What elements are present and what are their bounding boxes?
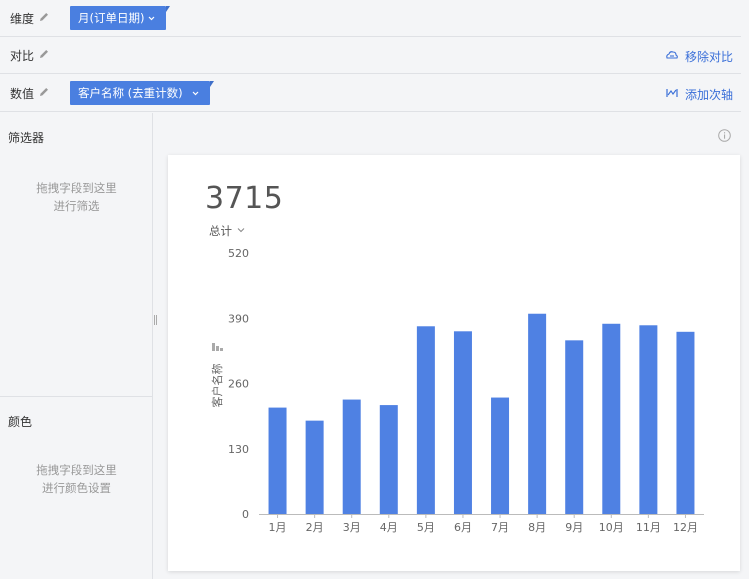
dimension-label: 维度 xyxy=(10,12,35,26)
x-tick-label: 6月 xyxy=(454,521,472,534)
bar xyxy=(416,326,435,514)
bar xyxy=(602,323,621,514)
x-tick-label: 8月 xyxy=(528,521,546,534)
remove-compare-button[interactable]: 移除对比 xyxy=(666,48,734,65)
remove-compare-icon xyxy=(666,51,678,59)
bar xyxy=(491,397,510,514)
bar xyxy=(453,331,472,514)
color-title: 颜色 xyxy=(8,415,33,429)
x-tick-label: 4月 xyxy=(380,521,398,534)
axis-sort-icon xyxy=(212,343,223,351)
add-secondary-axis-label: 添加次轴 xyxy=(685,88,734,102)
filter-hint-line2: 进行筛选 xyxy=(53,199,100,213)
dimension-pill-label: 月(订单日期) xyxy=(78,11,145,25)
filter-dropzone[interactable]: 拖拽字段到这里 进行筛选 xyxy=(0,179,153,215)
x-tick-label: 1月 xyxy=(269,521,287,534)
edit-pencil-icon[interactable] xyxy=(38,86,50,98)
y-tick-label: 130 xyxy=(228,443,249,456)
bar xyxy=(305,420,324,514)
color-hint-line2: 进行颜色设置 xyxy=(42,481,111,495)
edit-pencil-icon[interactable] xyxy=(38,48,50,60)
kpi-total-selector[interactable]: 总计 xyxy=(209,223,245,239)
x-tick-label: 3月 xyxy=(343,521,361,534)
x-tick-label: 12月 xyxy=(673,521,698,534)
y-tick-label: 520 xyxy=(228,247,249,260)
chart-card: 3715 总计 0 130 260 390 520 客户名称 1月 2月 3月 4月 5月 6月 7月 8… xyxy=(168,155,740,571)
bar xyxy=(676,331,695,514)
panel-divider xyxy=(0,396,152,397)
bar xyxy=(268,407,287,514)
add-secondary-axis-button[interactable]: 添加次轴 xyxy=(666,86,734,103)
color-hint-line1: 拖拽字段到这里 xyxy=(36,463,117,477)
bar-chart: 0 130 260 390 520 客户名称 1月 2月 3月 4月 5月 6月 7月 8月 9月 10月 11… xyxy=(210,247,704,534)
bar xyxy=(639,325,658,514)
kpi-label: 总计 xyxy=(209,224,232,238)
bar xyxy=(379,405,398,514)
dimension-row: 维度 月(订单日期) xyxy=(0,0,741,37)
y-axis-label: 客户名称 xyxy=(210,364,224,408)
bar xyxy=(528,313,547,514)
compare-label: 对比 xyxy=(10,49,35,63)
edit-pencil-icon[interactable] xyxy=(38,11,50,23)
y-tick-label: 0 xyxy=(242,508,249,521)
bar xyxy=(565,340,584,514)
chevron-down-icon xyxy=(148,16,155,21)
y-tick-label: 390 xyxy=(228,312,249,325)
compare-row: 对比 移除对比 xyxy=(0,37,741,74)
y-tick-label: 260 xyxy=(228,378,249,391)
x-tick-label: 11月 xyxy=(636,521,661,534)
value-row: 数值 客户名称 (去重计数) 添加次轴 xyxy=(0,75,741,112)
chevron-down-icon xyxy=(237,228,245,233)
panel-resize-handle[interactable] xyxy=(154,315,157,325)
x-tick-label: 10月 xyxy=(599,521,624,534)
color-dropzone[interactable]: 拖拽字段到这里 进行颜色设置 xyxy=(0,461,153,497)
x-tick-label: 5月 xyxy=(417,521,435,534)
secondary-axis-icon xyxy=(666,89,678,97)
value-pill[interactable]: 客户名称 (去重计数) xyxy=(70,81,214,105)
x-tick-label: 2月 xyxy=(306,521,324,534)
remove-compare-label: 移除对比 xyxy=(685,50,734,64)
x-tick-label: 9月 xyxy=(565,521,583,534)
bar xyxy=(342,399,361,514)
filter-hint-line1: 拖拽字段到这里 xyxy=(36,181,117,195)
left-panel: 筛选器 拖拽字段到这里 进行筛选 颜色 拖拽字段到这里 进行颜色设置 xyxy=(0,113,153,579)
chevron-down-icon xyxy=(192,91,199,96)
dimension-pill[interactable]: 月(订单日期) xyxy=(70,6,170,30)
value-pill-label: 客户名称 (去重计数) xyxy=(78,86,183,100)
value-label: 数值 xyxy=(10,87,35,101)
kpi-value: 3715 xyxy=(205,181,284,216)
x-tick-label: 7月 xyxy=(491,521,509,534)
info-icon[interactable] xyxy=(718,129,731,142)
filter-title: 筛选器 xyxy=(8,131,45,145)
